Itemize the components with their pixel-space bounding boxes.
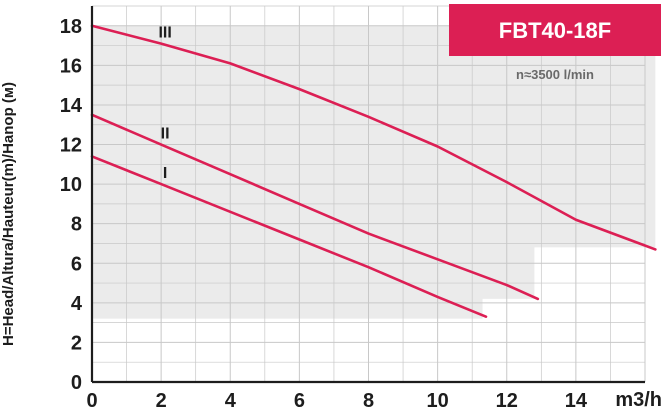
y-tick-label: 4	[71, 293, 83, 315]
y-tick-label: 14	[60, 95, 83, 117]
y-tick-label: 6	[71, 253, 82, 275]
x-axis-unit-label: m3/h	[615, 389, 662, 411]
curve-label-iii: III	[158, 25, 171, 42]
y-tick-label: 12	[60, 135, 82, 157]
model-badge	[449, 4, 661, 56]
x-tick-label: 6	[294, 390, 305, 412]
x-tick-label: 0	[86, 390, 97, 412]
y-tick-label: 0	[71, 372, 82, 394]
curve-iii	[90, 24, 657, 251]
y-axis-label: H=Head/Altura/Hauteur(m)/Hanop (м)	[0, 82, 17, 346]
y-tick-label: 8	[71, 214, 82, 236]
y-tick-label: 18	[60, 16, 82, 38]
x-tick-labels: 0 2 4 6 8 10 12 14	[86, 390, 587, 412]
y-tick-label: 10	[60, 174, 82, 196]
x-tick-label: 14	[565, 390, 588, 412]
curve-label-ii: II	[161, 126, 170, 143]
curve-label-i: I	[163, 165, 167, 182]
curve-i	[90, 155, 488, 318]
y-tick-labels: 0 2 4 6 8 10 12 14 16 18	[60, 16, 83, 394]
x-tick-label: 10	[427, 390, 449, 412]
x-tick-label: 4	[225, 390, 237, 412]
speed-label: n≈3500 l/min	[516, 67, 594, 82]
x-tick-label: 12	[496, 390, 518, 412]
y-tick-label: 16	[60, 55, 82, 77]
model-title: FBT40-18F	[499, 18, 611, 43]
y-tick-label: 2	[71, 332, 82, 354]
curve-lines	[90, 24, 657, 318]
curve-ii	[90, 113, 540, 301]
grid-lines	[92, 5, 646, 382]
x-tick-label: 8	[363, 390, 374, 412]
x-tick-label: 2	[156, 390, 167, 412]
operating-range-band	[92, 25, 656, 319]
